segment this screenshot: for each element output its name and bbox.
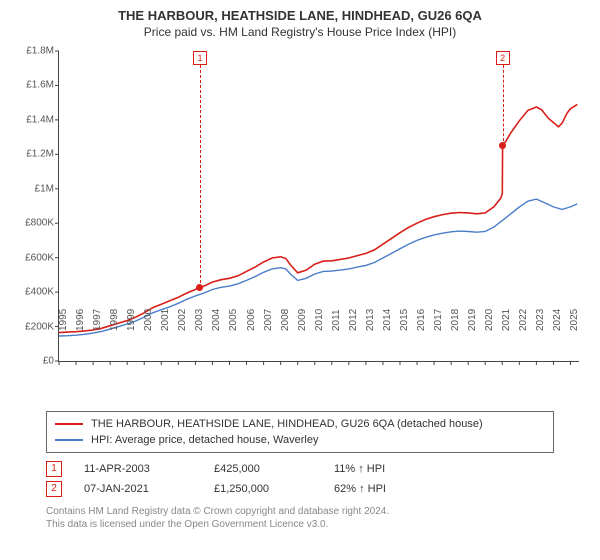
- y-tick-label: £400K: [25, 287, 54, 298]
- y-tick-label: £1.8M: [26, 46, 54, 57]
- sale-marker-badge: 2: [496, 51, 510, 65]
- sale-hpi: 11% ↑ HPI: [334, 459, 385, 479]
- x-tick-label: 2005: [228, 309, 239, 331]
- sale-price: £425,000: [214, 459, 334, 479]
- y-tick-label: £1.4M: [26, 114, 54, 125]
- y-tick-label: £0: [43, 356, 54, 367]
- x-tick-label: 2010: [314, 309, 325, 331]
- y-tick-label: £1M: [35, 183, 54, 194]
- sale-hpi: 62% ↑ HPI: [334, 479, 386, 499]
- chart-title: THE HARBOUR, HEATHSIDE LANE, HINDHEAD, G…: [6, 8, 594, 23]
- series-price_paid: [59, 104, 577, 332]
- x-tick-label: 2015: [399, 309, 410, 331]
- sale-badge-2: 2: [46, 481, 62, 497]
- x-tick-label: 1995: [58, 309, 69, 331]
- legend-label-2: HPI: Average price, detached house, Wave…: [91, 432, 318, 448]
- sale-date: 07-JAN-2021: [84, 479, 214, 499]
- x-tick-label: 1997: [92, 309, 103, 331]
- x-tick-label: 1998: [109, 309, 120, 331]
- sale-row: 2 07-JAN-2021 £1,250,000 62% ↑ HPI: [46, 479, 554, 499]
- x-tick-label: 2025: [569, 309, 580, 331]
- y-tick-label: £600K: [25, 252, 54, 263]
- chart-container: THE HARBOUR, HEATHSIDE LANE, HINDHEAD, G…: [0, 0, 600, 531]
- x-tick-label: 2001: [160, 309, 171, 331]
- legend-row: HPI: Average price, detached house, Wave…: [55, 432, 545, 448]
- x-tick-label: 2008: [280, 309, 291, 331]
- y-tick-label: £1.6M: [26, 80, 54, 91]
- x-tick-label: 2009: [297, 309, 308, 331]
- x-tick-label: 2023: [535, 309, 546, 331]
- chart-subtitle: Price paid vs. HM Land Registry's House …: [6, 25, 594, 39]
- legend-label-1: THE HARBOUR, HEATHSIDE LANE, HINDHEAD, G…: [91, 416, 483, 432]
- x-tick-label: 1999: [126, 309, 137, 331]
- y-tick-label: £200K: [25, 321, 54, 332]
- sale-marker-line: [200, 65, 201, 288]
- x-tick-label: 2011: [331, 309, 342, 331]
- legend-swatch-1: [55, 423, 83, 425]
- x-tick-label: 2017: [433, 309, 444, 331]
- x-tick-label: 2002: [177, 309, 188, 331]
- x-tick-label: 2012: [348, 309, 359, 331]
- y-tick-label: £1.2M: [26, 149, 54, 160]
- sale-row: 1 11-APR-2003 £425,000 11% ↑ HPI: [46, 459, 554, 479]
- x-tick-label: 2013: [365, 309, 376, 331]
- x-tick-label: 2007: [263, 309, 274, 331]
- chart-area: 1 2 £0 £200K £400K £600K £800K £1M £1.2M £1.4M £1…: [6, 45, 594, 403]
- x-tick-label: 2024: [552, 309, 563, 331]
- x-tick-label: 2020: [484, 309, 495, 331]
- sale-date: 11-APR-2003: [84, 459, 214, 479]
- x-tick-label: 2018: [450, 309, 461, 331]
- x-tick-label: 2003: [194, 309, 205, 331]
- x-tick-label: 2000: [143, 309, 154, 331]
- x-tick-label: 2014: [382, 309, 393, 331]
- footnote-line: Contains HM Land Registry data © Crown c…: [46, 505, 554, 518]
- x-tick-label: 2006: [246, 309, 257, 331]
- sale-badge-1: 1: [46, 461, 62, 477]
- footnote: Contains HM Land Registry data © Crown c…: [46, 505, 554, 531]
- x-tick-label: 2021: [501, 309, 512, 331]
- sale-price: £1,250,000: [214, 479, 334, 499]
- legend: THE HARBOUR, HEATHSIDE LANE, HINDHEAD, G…: [46, 411, 554, 453]
- y-tick-label: £800K: [25, 218, 54, 229]
- sales-table: 1 11-APR-2003 £425,000 11% ↑ HPI 2 07-JA…: [46, 459, 554, 499]
- sale-marker-line: [503, 65, 504, 146]
- x-tick-label: 2016: [416, 309, 427, 331]
- x-tick-label: 1996: [75, 309, 86, 331]
- x-tick-label: 2022: [518, 309, 529, 331]
- x-tick-label: 2019: [467, 309, 478, 331]
- sale-marker-badge: 1: [193, 51, 207, 65]
- legend-swatch-2: [55, 439, 83, 441]
- footnote-line: This data is licensed under the Open Gov…: [46, 518, 554, 531]
- x-tick-label: 2004: [211, 309, 222, 331]
- legend-row: THE HARBOUR, HEATHSIDE LANE, HINDHEAD, G…: [55, 416, 545, 432]
